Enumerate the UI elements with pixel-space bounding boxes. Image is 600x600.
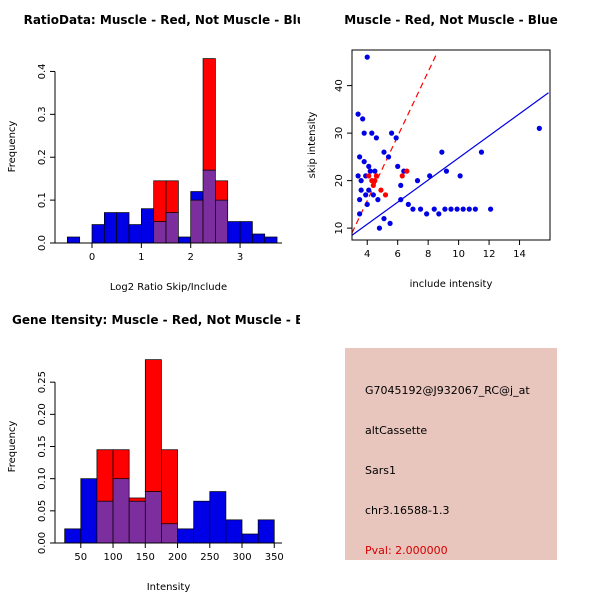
svg-text:Frequency: Frequency: [7, 121, 18, 173]
svg-text:30: 30: [334, 127, 345, 140]
svg-text:100: 100: [103, 552, 122, 563]
pval-text: Pval: 2.000000: [365, 544, 448, 557]
svg-text:200: 200: [168, 552, 187, 563]
svg-text:8: 8: [425, 249, 431, 260]
event-type-text: altCassette: [365, 424, 428, 437]
svg-text:300: 300: [232, 552, 251, 563]
svg-text:0.1: 0.1: [37, 192, 48, 208]
svg-text:10: 10: [452, 249, 465, 260]
svg-text:0.10: 0.10: [37, 468, 48, 490]
svg-text:0.2: 0.2: [37, 149, 48, 165]
svg-text:350: 350: [265, 552, 284, 563]
svg-text:1: 1: [138, 252, 144, 263]
svg-text:0.20: 0.20: [37, 403, 48, 425]
intensity-scatter-panel: Muscle - Red, Not Muscle - Blue 4 6 8 10 12 14…: [300, 0, 600, 300]
svg-text:14: 14: [513, 249, 526, 260]
svg-text:include intensity: include intensity: [410, 279, 493, 290]
gene-info-panel: G7045192@J932067_RC@j_at altCassette Sar…: [300, 300, 600, 600]
svg-text:Frequency: Frequency: [7, 421, 18, 473]
svg-text:250: 250: [200, 552, 219, 563]
intensity-scatter-chart: Muscle - Red, Not Muscle - Blue 4 6 8 10 12 14…: [307, 13, 558, 290]
svg-text:0.25: 0.25: [37, 371, 48, 393]
svg-text:skip intensity: skip intensity: [307, 112, 318, 179]
svg-text:Log2 Ratio Skip/Include: Log2 Ratio Skip/Include: [110, 282, 227, 293]
svg-text:4: 4: [364, 249, 370, 260]
svg-text:0.05: 0.05: [37, 500, 48, 522]
svg-text:Intensity: Intensity: [147, 582, 191, 593]
ratio-histogram-panel: RatioData: Muscle - Red, Not Muscle - Bl…: [0, 0, 300, 300]
svg-text:0.3: 0.3: [37, 106, 48, 122]
svg-text:12: 12: [483, 249, 496, 260]
svg-text:0.4: 0.4: [37, 63, 48, 79]
gene-histogram-panel: Gene Itensity: Muscle - Red, Not Muscle …: [0, 300, 300, 600]
svg-text:50: 50: [74, 552, 87, 563]
svg-text:Gene Itensity: Muscle - Red, N: Gene Itensity: Muscle - Red, Not Muscle …: [12, 313, 300, 327]
gene-histogram-chart: Gene Itensity: Muscle - Red, Not Muscle …: [7, 313, 300, 593]
ratio-histogram-chart: RatioData: Muscle - Red, Not Muscle - Bl…: [7, 13, 300, 293]
probe-id-text: G7045192@J932067_RC@j_at: [365, 384, 530, 397]
svg-text:3: 3: [237, 252, 243, 263]
location-text: chr3.16588-1.3: [365, 504, 450, 517]
gene-name-text: Sars1: [365, 464, 396, 477]
svg-text:6: 6: [395, 249, 401, 260]
svg-text:40: 40: [334, 79, 345, 92]
svg-text:0.0: 0.0: [37, 235, 48, 251]
svg-text:RatioData: Muscle - Red, Not M: RatioData: Muscle - Red, Not Muscle - Bl…: [24, 13, 300, 27]
svg-text:0: 0: [89, 252, 95, 263]
svg-text:0.15: 0.15: [37, 435, 48, 457]
svg-text:Muscle - Red, Not Muscle - Blu: Muscle - Red, Not Muscle - Blue: [344, 13, 558, 27]
svg-text:10: 10: [334, 222, 345, 235]
svg-text:0.00: 0.00: [37, 532, 48, 554]
svg-text:20: 20: [334, 174, 345, 187]
svg-text:150: 150: [136, 552, 155, 563]
gene-info-box: G7045192@J932067_RC@j_at altCassette Sar…: [345, 348, 557, 560]
svg-text:2: 2: [188, 252, 194, 263]
